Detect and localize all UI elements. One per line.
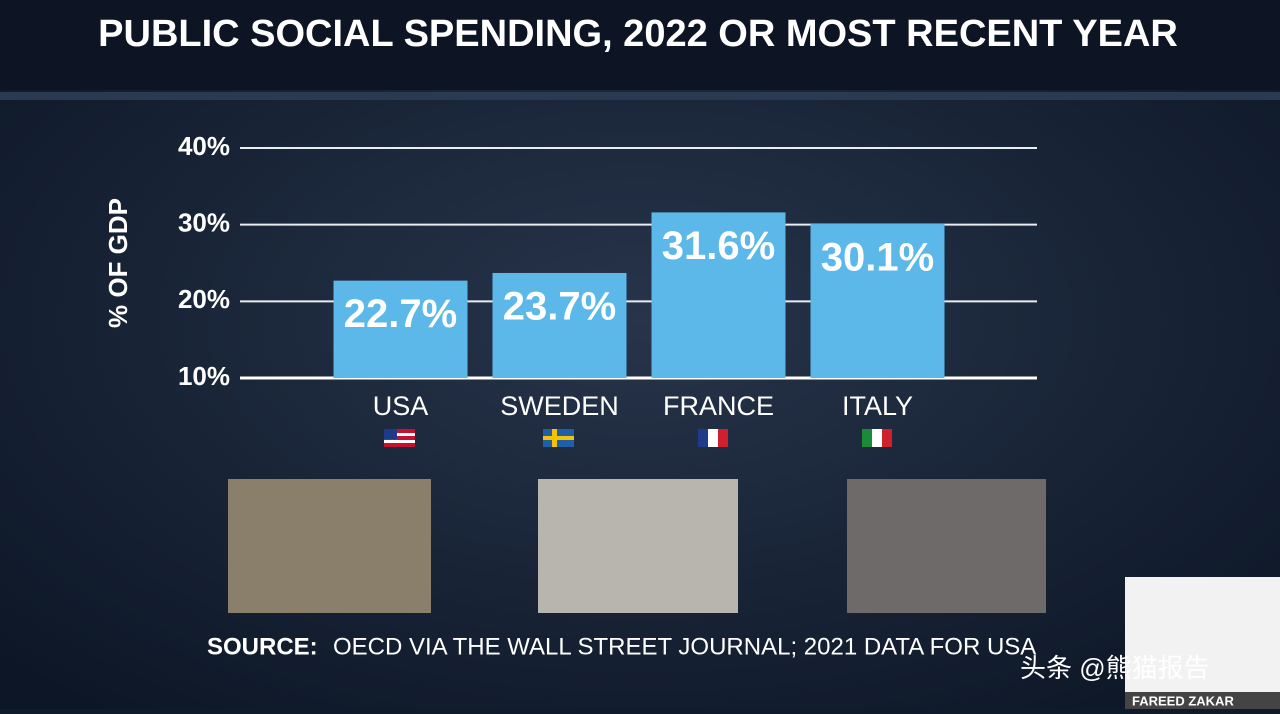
value-label: 30.1% bbox=[821, 235, 934, 279]
y-tick-label: 40% bbox=[178, 131, 230, 161]
bar bbox=[492, 272, 627, 378]
watermark: 头条 @熊猫报告 bbox=[1020, 653, 1210, 683]
flags bbox=[384, 429, 892, 447]
source-text: OECD VIA THE WALL STREET JOURNAL; 2021 D… bbox=[333, 633, 1036, 660]
divider bbox=[0, 92, 1280, 100]
bar bbox=[810, 223, 945, 378]
value-label: 23.7% bbox=[503, 285, 616, 329]
photo-bench bbox=[847, 479, 1046, 613]
bar bbox=[333, 280, 468, 378]
flag-usa bbox=[384, 429, 415, 447]
anchor-band bbox=[1125, 692, 1280, 709]
y-tick-label: 30% bbox=[178, 208, 230, 238]
x-tick-label: ITALY bbox=[842, 391, 913, 421]
y-axis-label: % OF GDP bbox=[103, 198, 133, 328]
x-tick-label: FRANCE bbox=[663, 391, 774, 421]
anchor-name: FAREED ZAKAR bbox=[1132, 693, 1234, 708]
photo-classroom bbox=[228, 479, 431, 613]
flag-sweden bbox=[543, 429, 574, 447]
source-label: SOURCE: bbox=[207, 633, 318, 660]
photos bbox=[228, 479, 1046, 613]
flag-france bbox=[698, 429, 728, 447]
flag-italy bbox=[862, 429, 892, 447]
y-tick-label: 10% bbox=[178, 361, 230, 391]
y-tick-label: 20% bbox=[178, 284, 230, 314]
value-label: 31.6% bbox=[662, 224, 775, 268]
value-label: 22.7% bbox=[344, 292, 457, 336]
x-tick-label: USA bbox=[373, 391, 429, 421]
x-tick-label: SWEDEN bbox=[500, 391, 619, 421]
logo-box bbox=[1125, 577, 1280, 692]
chart-title: PUBLIC SOCIAL SPENDING, 2022 OR MOST REC… bbox=[98, 13, 1178, 55]
title-band bbox=[0, 0, 1280, 90]
photo-hospital bbox=[538, 479, 738, 613]
bar bbox=[651, 212, 786, 378]
